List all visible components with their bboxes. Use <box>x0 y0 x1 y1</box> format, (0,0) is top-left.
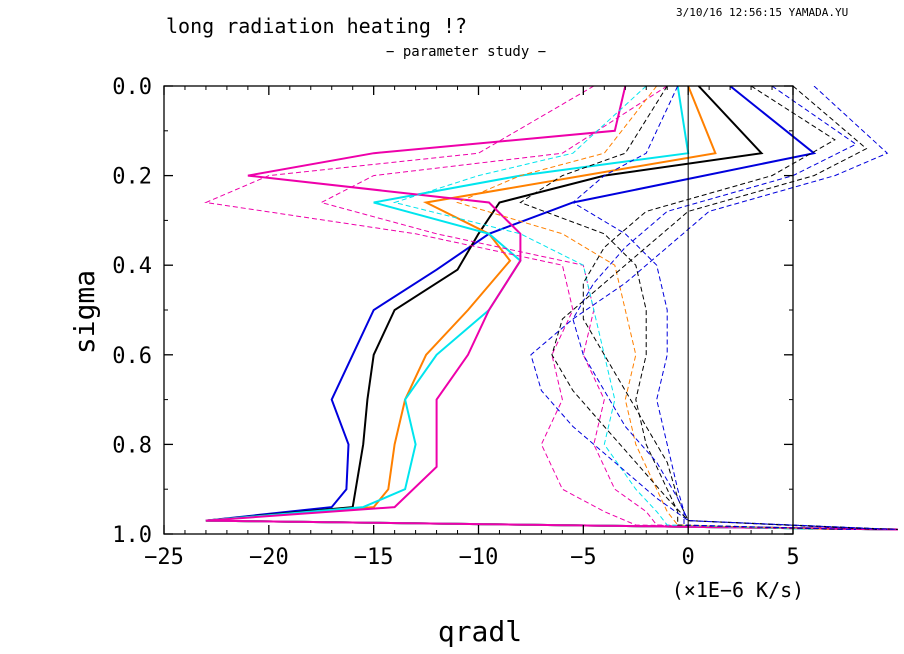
solid-series-line-3 <box>205 86 898 531</box>
x-units-label: (×1E−6 K/s) <box>672 578 804 602</box>
dashed-series-line-7 <box>392 86 815 530</box>
x-tick-label: −25 <box>144 545 184 570</box>
chart-title: long radiation heating !? <box>166 14 468 38</box>
x-axis-label: qradl <box>438 615 522 648</box>
dashed-series-line-10 <box>572 86 856 530</box>
y-tick-label: 0.6 <box>112 344 152 369</box>
y-tick-label: 0.0 <box>112 75 152 100</box>
y-tick-label: 0.2 <box>112 165 152 190</box>
x-tick-label: 0 <box>682 545 695 570</box>
dashed-series-line-14 <box>530 86 898 530</box>
y-tick-label: 1.0 <box>112 523 152 548</box>
series-layer <box>204 86 898 531</box>
dashed-series-line-13 <box>551 86 898 530</box>
chart-subtitle: − parameter study − <box>386 44 547 60</box>
y-axis-label: sigma <box>68 270 101 354</box>
dashed-series-line-11 <box>582 86 877 530</box>
plot-frame <box>163 85 794 535</box>
x-tick-label: −20 <box>249 545 289 570</box>
timestamp-stamp: 3/10/16 12:56:15 YAMADA.YU <box>676 6 849 19</box>
solid-series-line-2 <box>205 86 898 531</box>
dashed-series-line-5 <box>204 86 877 530</box>
x-tick-label: −5 <box>570 545 597 570</box>
y-tick-label: 0.4 <box>112 254 152 279</box>
x-tick-label: −15 <box>354 545 394 570</box>
dashed-series-line-9 <box>519 86 846 530</box>
x-tick-label: 5 <box>786 545 799 570</box>
solid-series-line-4 <box>205 86 898 531</box>
solid-series-line-0 <box>205 86 898 531</box>
solid-series-line-1 <box>205 86 898 531</box>
dashed-series-line-6 <box>319 86 856 530</box>
dashed-series-line-12 <box>572 86 888 530</box>
dashed-series-line-8 <box>456 86 835 530</box>
x-tick-label: −10 <box>459 545 499 570</box>
axis-layer: −25 −20 −15 −10 −5 0 5 0.0 0.2 0.4 0.6 0.8 1.0 <box>112 75 799 570</box>
y-tick-label: 0.8 <box>112 433 152 458</box>
